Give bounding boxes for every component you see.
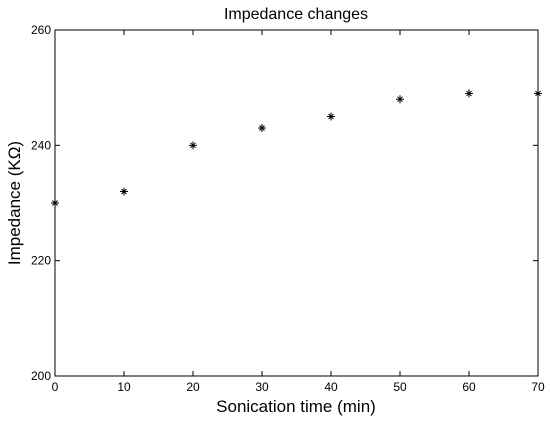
y-tick-label: 240: [31, 138, 51, 152]
y-tick-label: 220: [31, 254, 51, 268]
data-point-stroke: [466, 90, 472, 97]
data-point-stroke: [121, 188, 127, 195]
data-point: [189, 141, 197, 150]
x-tick-label: 70: [531, 380, 545, 394]
data-point-stroke: [52, 200, 58, 206]
ticks-layer: 0 10 20 30 40 50 60 70 200 220 240 260: [31, 23, 545, 394]
y-tick-label: 200: [31, 369, 51, 383]
data-point-stroke: [190, 142, 196, 149]
x-tick-label: 0: [52, 380, 59, 394]
data-point-stroke: [535, 90, 541, 97]
x-tick-label: 30: [255, 380, 269, 394]
data-point: [258, 124, 266, 133]
data-point: [120, 187, 128, 196]
data-point-stroke: [259, 125, 265, 131]
data-point: [51, 199, 59, 207]
chart-title: Impedance changes: [224, 6, 368, 23]
data-point: [327, 112, 335, 121]
data-point-stroke: [328, 113, 334, 120]
y-tick-label: 260: [31, 23, 51, 37]
y-axis-title: Impedance (KΩ): [5, 141, 24, 265]
x-tick-label: 40: [324, 380, 338, 394]
x-tick-label: 50: [393, 380, 407, 394]
data-point-stroke: [397, 96, 403, 103]
data-points-layer: [51, 89, 542, 207]
plot-area-frame: [54, 29, 539, 377]
data-point: [465, 89, 473, 98]
x-tick-label: 20: [186, 380, 200, 394]
data-point: [396, 95, 404, 104]
x-axis-title: Sonication time (min): [216, 397, 376, 416]
data-point: [534, 89, 542, 98]
x-tick-label: 60: [462, 380, 476, 394]
x-tick-label: 10: [117, 380, 131, 394]
